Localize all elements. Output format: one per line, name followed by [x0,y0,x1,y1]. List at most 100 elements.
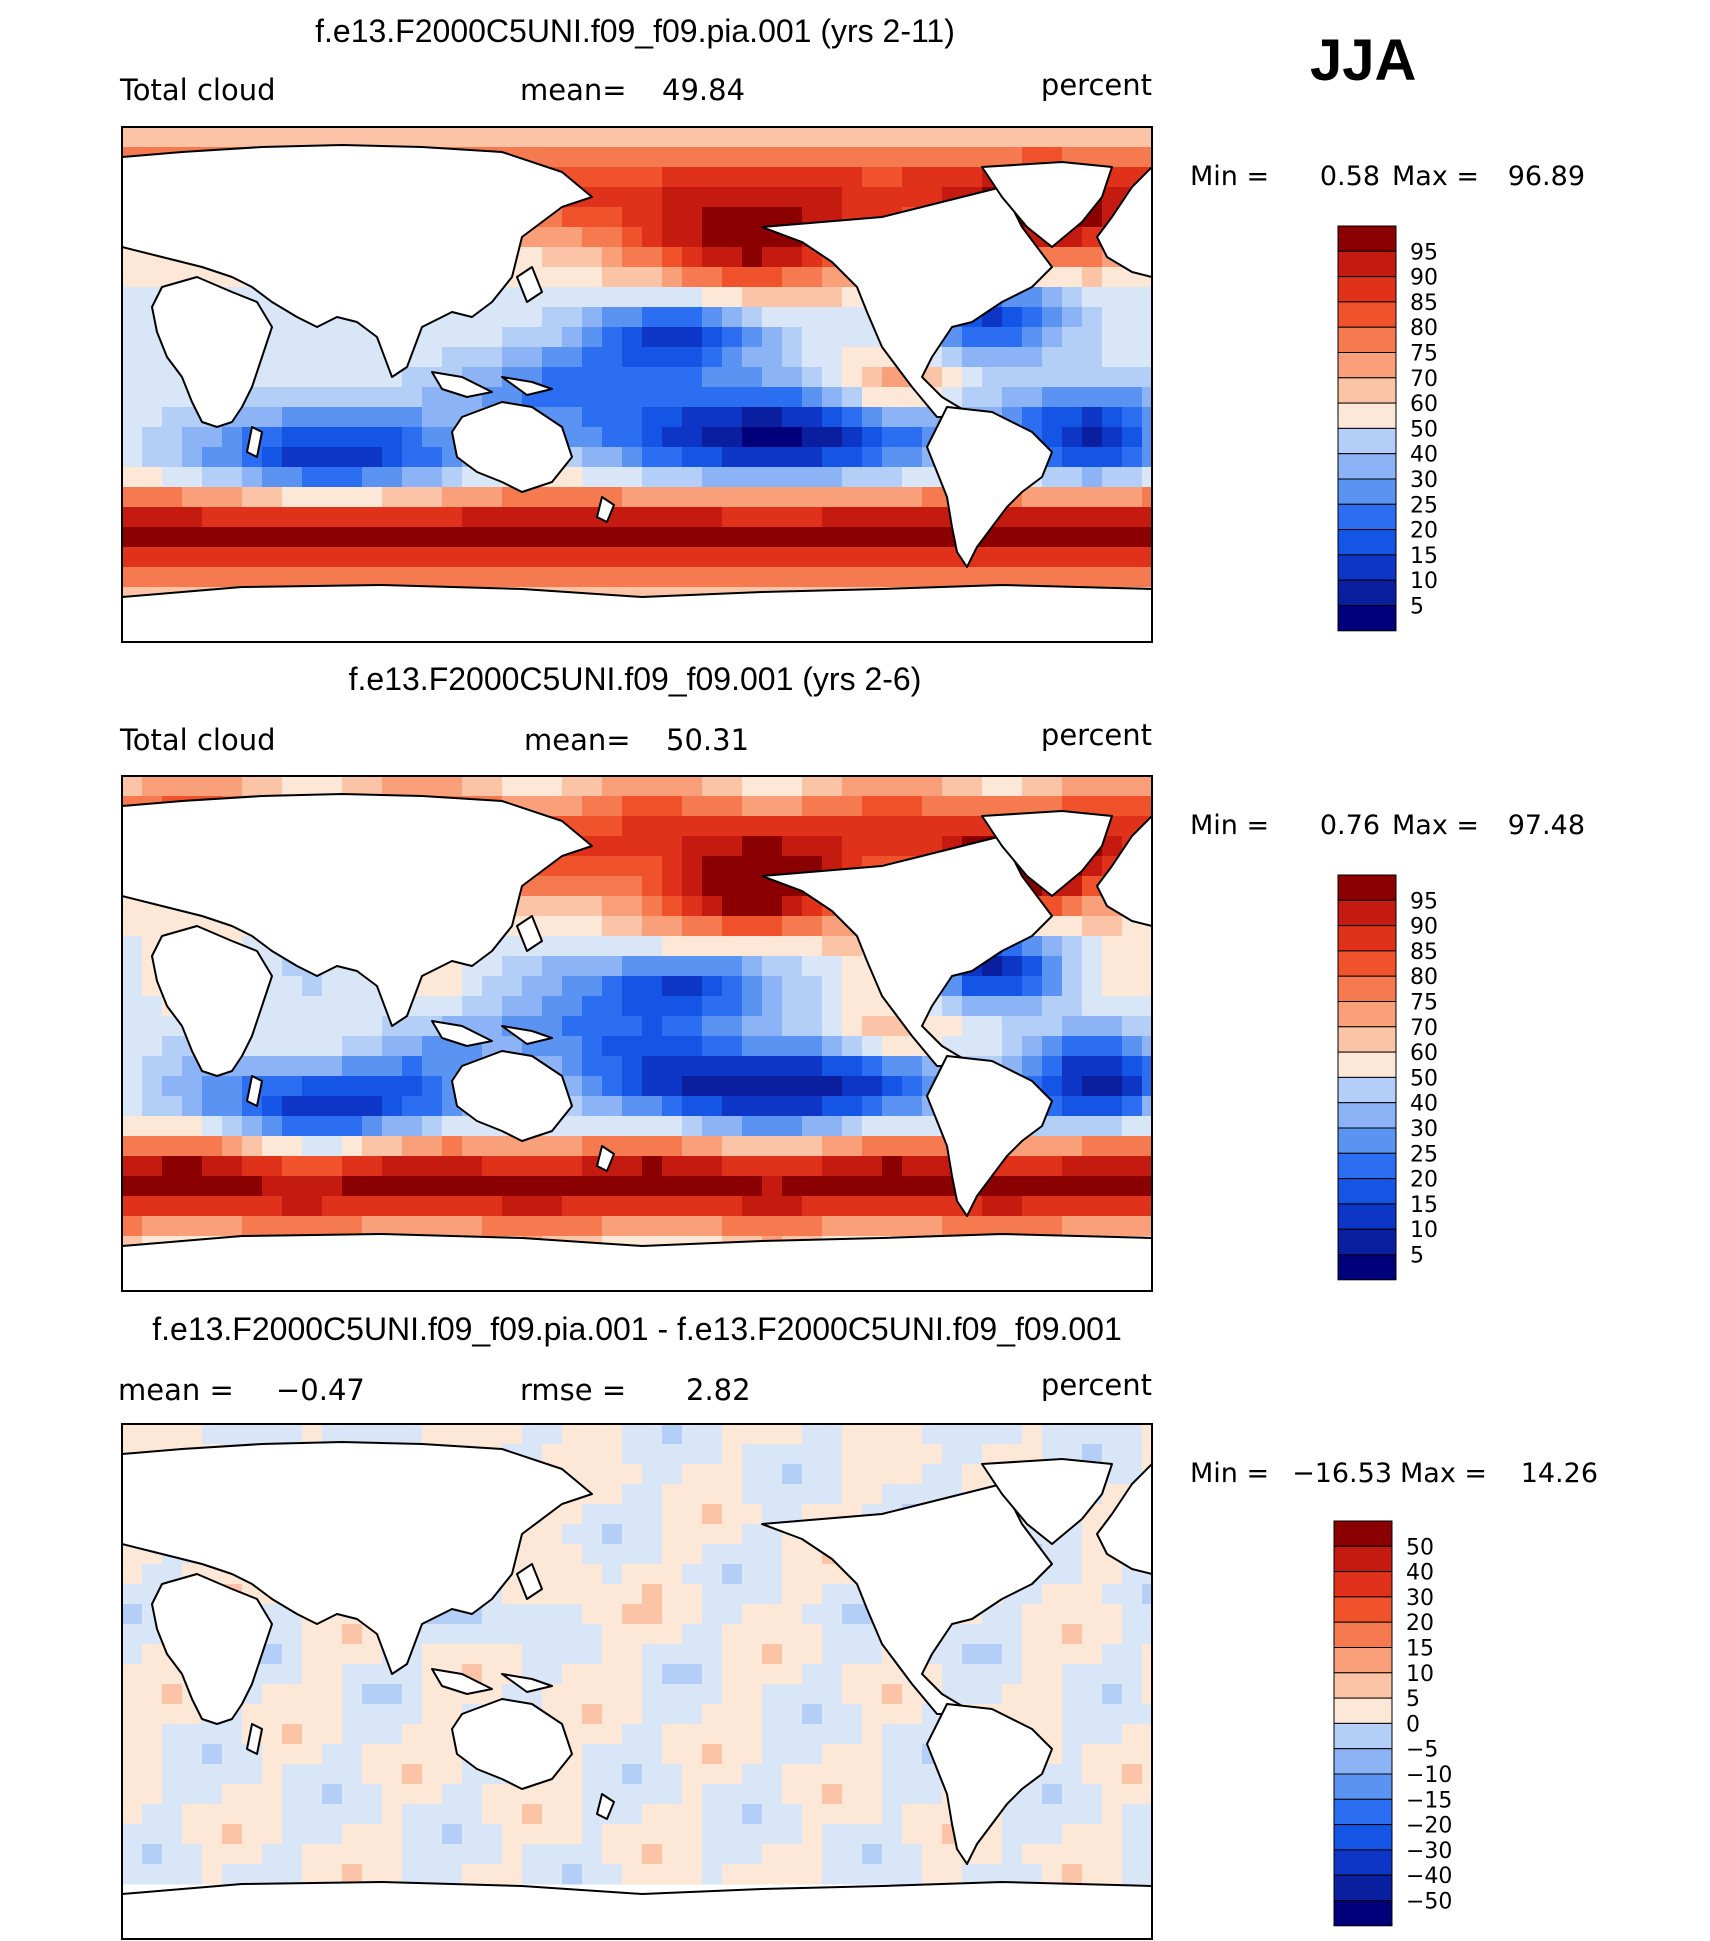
mean-label: mean = [118,1373,234,1407]
mean-value: 50.31 [666,723,749,757]
colorbar-swatch [1337,301,1397,328]
colorbar-swatch [1333,1571,1393,1598]
units-label: percent [1041,718,1152,752]
colorbar-tick-label: 85 [1410,291,1438,316]
rmse-label: rmse = [520,1373,626,1407]
units-label: percent [1041,1368,1152,1402]
max-value: 96.89 [1508,161,1585,192]
colorbar-tick-label: 50 [1410,417,1438,442]
map-field [122,127,1152,642]
colorbar-swatch [1333,1520,1393,1547]
colorbar-swatch [1337,1203,1397,1230]
colorbar-swatch [1333,1748,1393,1775]
colorbar-tick-label: 15 [1410,1193,1438,1218]
colorbar-tick-label: 20 [1410,519,1438,544]
map-frame [121,126,1153,643]
colorbar-swatch [1337,529,1397,556]
rmse-value: 2.82 [686,1373,751,1407]
colorbar-swatch [1337,352,1397,379]
mean-value: 49.84 [662,73,745,107]
panel-control: f.e13.F2000C5UNI.f09_f09.001 (yrs 2-6) T… [119,661,1585,1292]
colorbar-swatch [1337,1254,1397,1281]
colorbar-tick-label: 40 [1406,1561,1434,1586]
colorbar-swatch [1333,1596,1393,1623]
colorbar-tick-label: 20 [1406,1611,1434,1636]
colorbar-tick-label: 60 [1410,1041,1438,1066]
colorbar-tick-label: 80 [1410,965,1438,990]
colorbar-tick-label: −10 [1406,1763,1452,1788]
variable-label: Total cloud [119,73,275,107]
colorbar-swatch [1333,1697,1393,1724]
colorbar-tick-label: 50 [1406,1535,1434,1560]
colorbar-swatch [1337,326,1397,353]
panel-title: f.e13.F2000C5UNI.f09_f09.pia.001 - f.e13… [152,1311,1122,1347]
colorbar-swatch [1333,1647,1393,1674]
panel-difference: f.e13.F2000C5UNI.f09_f09.pia.001 - f.e13… [118,1311,1598,1940]
colorbar-tick-label: 10 [1410,1218,1438,1243]
map-plot [121,126,1153,643]
colorbar-swatch [1333,1900,1393,1927]
colorbar-tick-label: 95 [1410,889,1438,914]
map-frame [121,775,1153,1292]
max-value: 14.26 [1521,1458,1598,1489]
colorbar-swatch [1337,427,1397,455]
colorbar-swatch [1337,925,1397,952]
colorbar-swatch [1337,1152,1397,1180]
colorbar-tick-label: 15 [1406,1637,1434,1662]
min-label: Min = [1190,161,1269,192]
colorbar-tick-label: 90 [1410,915,1438,940]
colorbar-tick-label: −15 [1406,1788,1452,1813]
colorbar-swatch [1333,1874,1393,1902]
max-value: 97.48 [1508,810,1585,841]
colorbar-swatch [1333,1722,1393,1750]
colorbar-tick-label: 25 [1410,493,1438,518]
colorbar-swatch [1337,1178,1397,1205]
variable-label: Total cloud [119,723,275,757]
colorbar-swatch [1337,605,1397,632]
colorbar-tick-label: 50 [1410,1066,1438,1091]
colorbar-swatch [1337,975,1397,1002]
colorbar-swatch [1337,1001,1397,1028]
colorbar-tick-label: 75 [1410,991,1438,1016]
colorbar-tick-label: 0 [1406,1712,1420,1737]
max-label: Max = [1392,161,1479,192]
colorbar-swatch [1337,1102,1397,1129]
colorbar-swatch [1337,1051,1397,1078]
colorbar-swatch [1337,503,1397,531]
min-value: 0.76 [1320,810,1380,841]
colorbar-tick-label: 10 [1410,569,1438,594]
colorbar-tick-label: 5 [1406,1687,1420,1712]
colorbar-swatch [1337,377,1397,404]
colorbar-swatch [1337,554,1397,581]
colorbar-tick-label: 10 [1406,1662,1434,1687]
colorbar-swatch [1333,1621,1393,1648]
map-plot [121,1423,1153,1940]
mean-label: mean= [520,73,627,107]
colorbar-swatch [1337,1026,1397,1053]
colorbar-swatch [1333,1824,1393,1851]
colorbar-swatch [1337,478,1397,505]
panel-experiment: f.e13.F2000C5UNI.f09_f09.pia.001 (yrs 2-… [119,13,1585,643]
colorbar-swatch [1337,453,1397,480]
colorbar-tick-label: 75 [1410,342,1438,367]
colorbar-swatch [1337,402,1397,429]
panel-title: f.e13.F2000C5UNI.f09_f09.pia.001 (yrs 2-… [315,13,955,49]
colorbar-swatch [1337,950,1397,977]
colorbar-tick-label: 70 [1410,367,1438,392]
colorbar-swatch [1333,1545,1393,1573]
min-value: −16.53 [1292,1458,1392,1489]
colorbar-swatch [1337,899,1397,927]
colorbar-swatch [1337,1076,1397,1104]
colorbar-tick-label: 70 [1410,1016,1438,1041]
min-label: Min = [1190,810,1269,841]
colorbar-tick-label: 95 [1410,240,1438,265]
colorbar-tick-label: −50 [1406,1890,1452,1915]
colorbar-swatch [1333,1672,1393,1699]
map-frame [121,1423,1153,1940]
colorbar-swatch [1337,225,1397,252]
season-label: JJA [1310,28,1416,93]
colorbar-tick-label: 40 [1410,1092,1438,1117]
